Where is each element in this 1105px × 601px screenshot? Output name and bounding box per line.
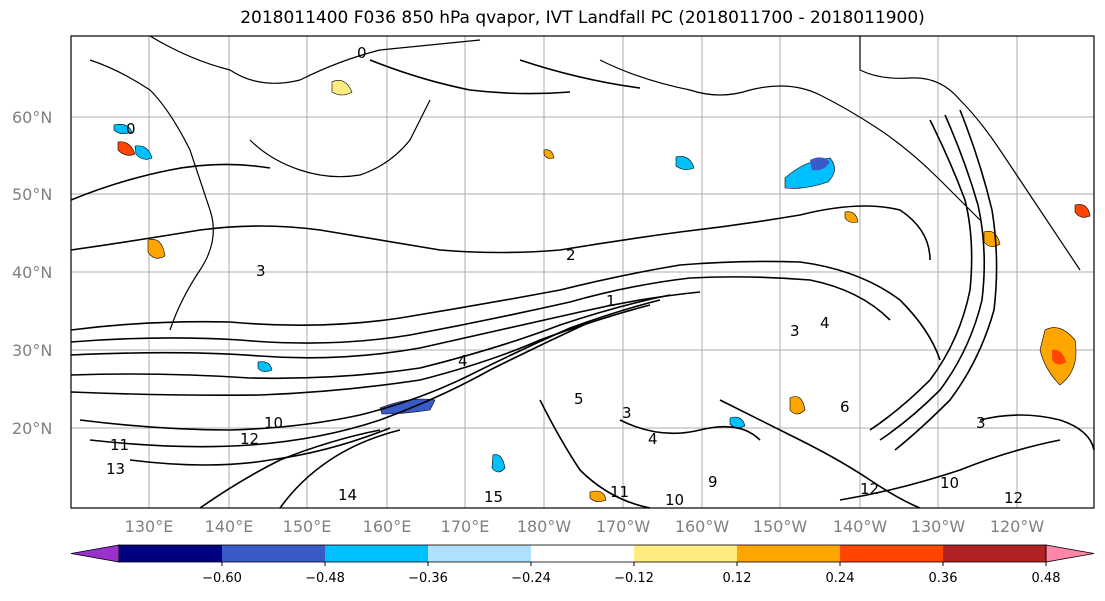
- colorbar-tick-label: −0.48: [305, 571, 345, 586]
- contour-label: 12: [240, 430, 259, 448]
- map-border: [70, 35, 1095, 509]
- colorbar-segment: [531, 545, 635, 562]
- lon-label: 150°W: [753, 517, 808, 536]
- contour-label: 4: [648, 430, 658, 448]
- lon-label: 180°W: [517, 517, 572, 536]
- lat-label: 60°N: [12, 108, 52, 127]
- contour-label: 5: [574, 390, 584, 408]
- lon-label: 140°W: [833, 517, 888, 536]
- contour-label: 0: [357, 44, 367, 62]
- colorbar-tick-label: −0.36: [408, 571, 448, 586]
- contour-label: 4: [820, 314, 830, 332]
- colorbar-segment: [222, 545, 326, 562]
- coastlines: [89, 35, 1081, 331]
- contour-label: 3: [622, 404, 632, 422]
- colorbar-labels: −0.60 −0.48 −0.36 −0.24 −0.12 0.12 0.24 0.36 0.4…: [202, 562, 1061, 586]
- colorbar-tick-label: 0.36: [929, 571, 958, 586]
- contour-label: 11: [610, 483, 629, 501]
- contour-label: 3: [790, 322, 800, 340]
- contour-label: 11: [110, 436, 129, 454]
- lon-label: 130°E: [125, 517, 174, 536]
- lat-label: 50°N: [12, 185, 52, 204]
- colorbar: [70, 544, 1095, 563]
- contour-label: 12: [1004, 489, 1023, 507]
- contour-label: 10: [264, 414, 283, 432]
- map-title: 2018011400 F036 850 hPa qvapor, IVT Land…: [240, 8, 925, 28]
- contour-label: 13: [106, 460, 125, 478]
- lon-label: 170°E: [441, 517, 490, 536]
- colorbar-extend-high: [1045, 544, 1095, 563]
- colorbar-segment: [428, 545, 532, 562]
- contour-label: 10: [940, 474, 959, 492]
- colorbar-segment: [634, 545, 738, 562]
- contour-label: 15: [484, 488, 503, 506]
- lon-label: 120°W: [990, 517, 1045, 536]
- ivt-contours: [70, 59, 1095, 509]
- colorbar-segment: [840, 545, 944, 562]
- contour-label: 10: [665, 491, 684, 509]
- lon-label: 130°W: [911, 517, 966, 536]
- contour-labels: 0 0 2 3 4 1 3 4 10 12 13 11 14 15 11 10 …: [106, 44, 1023, 509]
- lat-label: 40°N: [12, 263, 52, 282]
- contour-label: 6: [840, 398, 850, 416]
- contour-label: 1: [606, 292, 616, 310]
- contour-label: 3: [976, 414, 986, 432]
- contour-label: 9: [708, 473, 718, 491]
- lon-label: 160°E: [363, 517, 412, 536]
- colorbar-border: [118, 544, 1047, 563]
- colorbar-segment: [943, 545, 1047, 562]
- latitude-labels: 60°N 50°N 40°N 30°N 20°N: [12, 108, 52, 438]
- colorbar-segment: [119, 545, 223, 562]
- qvapor-anomaly-shading: [113, 80, 1091, 502]
- contour-label: 3: [256, 262, 266, 280]
- colorbar-tick-label: −0.60: [202, 571, 242, 586]
- contour-label: 2: [566, 246, 576, 264]
- lon-label: 160°W: [675, 517, 730, 536]
- contour-label: 12: [860, 480, 879, 498]
- colorbar-tick-label: 0.12: [723, 571, 752, 586]
- lat-label: 20°N: [12, 419, 52, 438]
- lon-label: 150°E: [283, 517, 332, 536]
- lon-label: 170°W: [596, 517, 651, 536]
- colorbar-tick-label: 0.24: [826, 571, 855, 586]
- colorbar-extend-low: [70, 544, 120, 563]
- colorbar-tick-label: −0.12: [614, 571, 654, 586]
- colorbar-tick-label: 0.48: [1032, 571, 1061, 586]
- contour-label: 4: [458, 352, 468, 370]
- colorbar-segment: [737, 545, 841, 562]
- contour-label: 14: [338, 486, 357, 504]
- colorbar-tick-label: −0.24: [511, 571, 551, 586]
- longitude-labels: 130°E 140°E 150°E 160°E 170°E 180°W 170°…: [125, 517, 1045, 536]
- colorbar-segment: [325, 545, 429, 562]
- lon-label: 140°E: [205, 517, 254, 536]
- lat-label: 30°N: [12, 341, 52, 360]
- contour-label: 0: [126, 120, 136, 138]
